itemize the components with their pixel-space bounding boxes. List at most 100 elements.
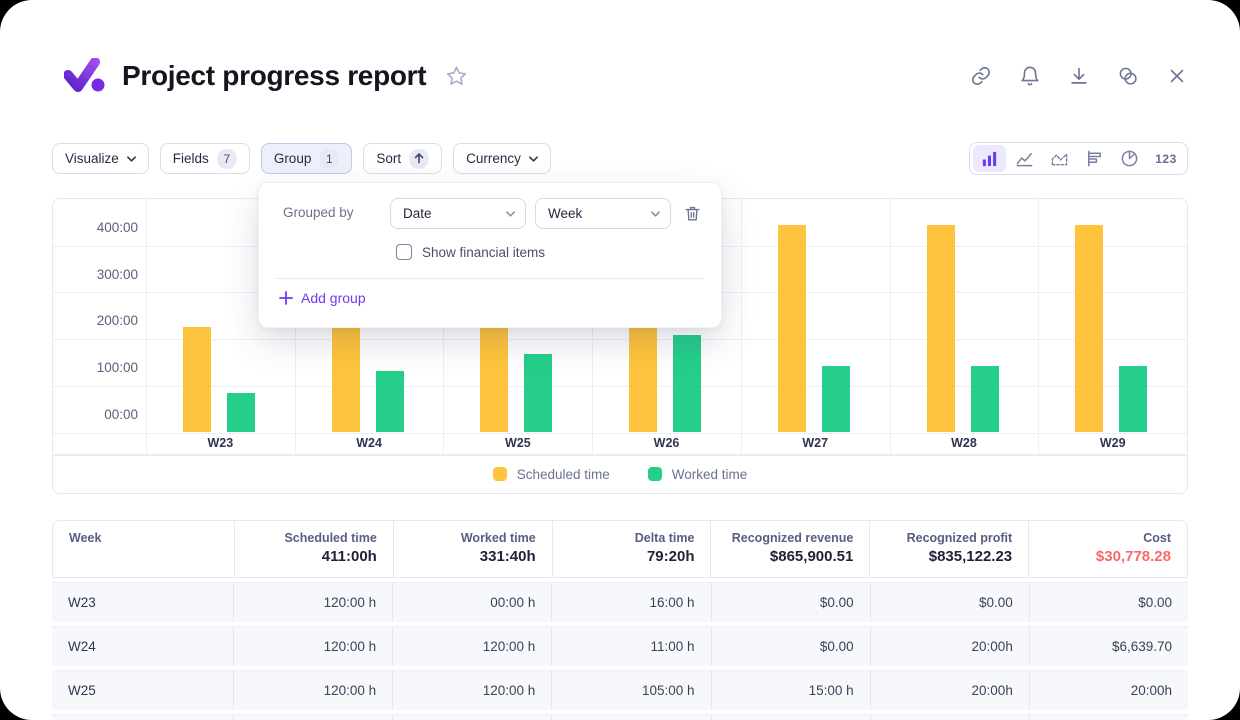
horizontal-bar-chart-icon[interactable]: [1078, 145, 1111, 172]
y-axis-tick: 400:00: [96, 220, 138, 235]
close-icon[interactable]: [1166, 65, 1188, 87]
chart-legend: Scheduled time Worked time: [53, 454, 1187, 493]
column-header-cost[interactable]: Cost $30,778.28: [1028, 521, 1187, 577]
checkbox-box[interactable]: [396, 244, 412, 260]
numbers-view-icon[interactable]: 123: [1155, 151, 1177, 166]
currency-button[interactable]: Currency: [453, 143, 551, 174]
worked-time-bar[interactable]: [227, 392, 255, 433]
cell-profit: 20:00h: [869, 627, 1029, 666]
show-financial-items-checkbox[interactable]: Show financial items: [396, 244, 545, 260]
fields-button[interactable]: Fields 7: [159, 143, 250, 174]
x-axis-label: W28: [951, 436, 977, 450]
line-chart-icon[interactable]: [1008, 145, 1041, 172]
scheduled-color-chip: [492, 467, 507, 482]
scheduled-time-bar[interactable]: [1075, 224, 1104, 433]
column-header-week[interactable]: Week: [53, 521, 234, 577]
x-axis-label: W29: [1099, 436, 1126, 450]
group-interval-select[interactable]: Week: [535, 198, 671, 229]
scheduled-time-bar[interactable]: [183, 327, 211, 433]
cell-delta: 16:00 h: [551, 583, 710, 622]
legend-label: Worked time: [671, 466, 748, 482]
scheduled-time-bar[interactable]: [777, 224, 806, 433]
bar-chart-icon[interactable]: [973, 145, 1006, 172]
group-field-select[interactable]: Date: [390, 198, 526, 229]
checkbox-label: Show financial items: [422, 244, 546, 260]
table-row[interactable]: W23 120:00 h 00:00 h 16:00 h $0.00 $0.00…: [52, 582, 1188, 622]
panel-divider: [276, 278, 704, 279]
table-row-partial[interactable]: [52, 714, 1188, 720]
sort-button[interactable]: Sort: [363, 143, 443, 174]
worked-time-bar[interactable]: [970, 365, 999, 433]
sort-direction-badge: [409, 148, 430, 169]
column-total: 411:00h: [321, 548, 377, 565]
favorite-star-icon[interactable]: [444, 64, 469, 89]
worked-time-bar[interactable]: [524, 354, 553, 433]
scheduled-time-bar[interactable]: [480, 327, 509, 433]
legend-item-worked: Worked time: [647, 466, 748, 482]
cell-week: W24: [68, 639, 96, 654]
cell-scheduled: 120:00 h: [233, 583, 392, 622]
cell-cost: $0.00: [1028, 583, 1188, 622]
column-label: Recognized revenue: [731, 531, 854, 545]
gridline-horizontal: [53, 339, 1187, 341]
worked-time-bar[interactable]: [821, 365, 850, 433]
gridline-vertical: [889, 199, 891, 454]
cell-worked: 120:00 h: [392, 627, 551, 666]
header-actions: [970, 65, 1188, 87]
gridline-horizontal: [53, 453, 1187, 455]
group-field-value: Date: [403, 206, 432, 221]
toolbar: Visualize Fields 7 Group 1 Sort Currency: [52, 142, 1188, 175]
add-group-button[interactable]: Add group: [279, 290, 366, 306]
x-axis-label: W25: [504, 436, 531, 450]
pie-chart-icon[interactable]: [1113, 145, 1146, 172]
gridline-vertical: [1038, 199, 1040, 454]
cell-cost: $6,639.70: [1028, 627, 1188, 666]
summary-table: Week Scheduled time 411:00h Worked time …: [52, 520, 1188, 720]
worked-time-bar[interactable]: [1119, 365, 1148, 433]
page-title: Project progress report: [122, 60, 427, 91]
visualize-button[interactable]: Visualize: [52, 143, 149, 174]
column-header-scheduled-time[interactable]: Scheduled time 411:00h: [234, 521, 393, 577]
column-label: Cost: [1143, 531, 1171, 545]
column-header-delta-time[interactable]: Delta time 79:20h: [551, 521, 711, 577]
bell-icon[interactable]: [1019, 65, 1041, 87]
scheduled-time-bar[interactable]: [331, 327, 360, 433]
link-icon[interactable]: [970, 65, 992, 87]
table-row[interactable]: W24 120:00 h 120:00 h 11:00 h $0.00 20:0…: [52, 626, 1188, 666]
fields-label: Fields: [172, 151, 209, 166]
y-axis-tick: 100:00: [96, 360, 138, 376]
x-axis-label: W26: [653, 436, 680, 450]
area-chart-icon[interactable]: [1043, 145, 1076, 172]
gridline-vertical: [740, 199, 742, 454]
column-header-worked-time[interactable]: Worked time 331:40h: [392, 521, 552, 577]
y-axis-tick: 00:00: [104, 406, 138, 422]
arrow-up-icon: [414, 153, 424, 164]
worked-time-bar[interactable]: [375, 370, 404, 433]
cell-week: W25: [68, 683, 96, 698]
column-label: Recognized profit: [906, 531, 1013, 545]
cell-cost: 20:00h: [1028, 671, 1188, 710]
group-button[interactable]: Group 1: [260, 143, 353, 174]
cell-profit: $0.00: [869, 583, 1029, 622]
column-total: 331:40h: [479, 548, 536, 565]
cell-scheduled: 120:00 h: [233, 671, 392, 710]
currency-label: Currency: [466, 151, 521, 166]
column-label: Worked time: [460, 531, 536, 545]
download-icon[interactable]: [1068, 65, 1090, 87]
group-by-panel: Grouped by Date Week Show financial item…: [258, 182, 722, 328]
worked-time-bar[interactable]: [673, 334, 702, 433]
gridline-vertical: [146, 199, 147, 454]
scheduled-time-bar[interactable]: [629, 327, 658, 433]
column-total: 79:20h: [646, 548, 695, 565]
column-header-recognized-revenue[interactable]: Recognized revenue $865,900.51: [710, 521, 869, 577]
column-header-recognized-profit[interactable]: Recognized profit $835,122.23: [869, 521, 1028, 577]
worked-color-chip: [647, 467, 662, 482]
table-row[interactable]: W25 120:00 h 120:00 h 105:00 h 15:00 h 2…: [52, 670, 1188, 710]
plus-icon: [279, 291, 293, 305]
scheduled-time-bar[interactable]: [926, 224, 955, 433]
chevron-down-icon: [651, 210, 660, 217]
delete-group-trash-icon[interactable]: [683, 204, 702, 223]
x-axis-label: W24: [356, 436, 382, 450]
x-axis: W23 W24 W25 W26 W27 W28 W29: [146, 433, 1187, 454]
overlap-circles-icon[interactable]: [1117, 65, 1139, 87]
